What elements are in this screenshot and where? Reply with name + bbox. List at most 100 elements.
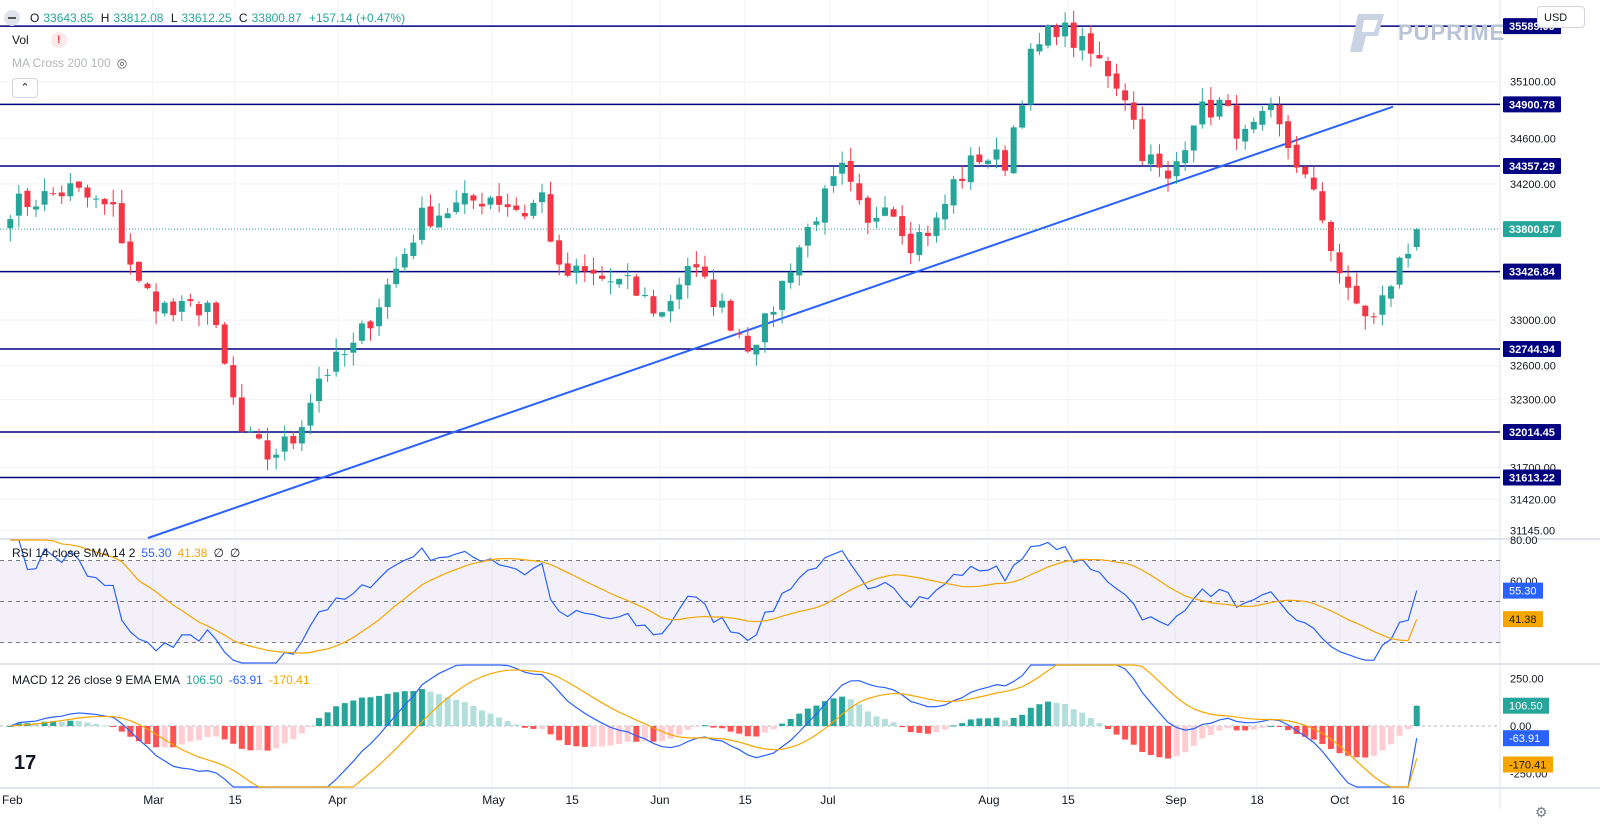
candle xyxy=(255,428,262,440)
candle xyxy=(513,197,520,212)
rsi-legend[interactable]: RSI 14 close SMA 14 2 55.30 41.38 ∅ ∅ xyxy=(12,546,240,560)
macd-signal-tag xyxy=(1503,756,1553,773)
candle xyxy=(727,299,734,332)
macd-hist-tag-label: 106.50 xyxy=(1509,701,1543,713)
macd-hist-bar xyxy=(50,721,57,726)
candle-body xyxy=(135,261,142,281)
candle-body xyxy=(58,192,65,197)
macd-hist-bar xyxy=(1002,720,1009,726)
candle-body xyxy=(684,266,691,286)
candle xyxy=(187,293,194,307)
candle-body xyxy=(1319,191,1326,221)
macd-hist-bar xyxy=(513,724,520,726)
macd-legend[interactable]: MACD 12 26 close 9 EMA EMA 106.50 -63.91… xyxy=(12,673,310,687)
candle-body xyxy=(1233,105,1240,139)
macd-hist-bar xyxy=(1276,726,1283,727)
tradingview-logo-icon[interactable]: 17 xyxy=(14,752,37,774)
vol-label: Vol xyxy=(12,33,29,47)
macd-hist-bar xyxy=(864,711,871,726)
time-tick-label: 15 xyxy=(1062,793,1076,807)
candle xyxy=(410,234,417,260)
candle xyxy=(1250,117,1257,134)
eye-hidden-icon[interactable]: ◎ xyxy=(116,56,128,70)
candle-body xyxy=(641,295,648,297)
ma-cross-label: MA Cross 200 100 xyxy=(12,56,111,70)
macd-hist-bar xyxy=(770,726,777,730)
candle xyxy=(1019,100,1026,129)
macd-hist-bar xyxy=(1250,726,1257,730)
settings-gear-icon[interactable]: ⚙ xyxy=(1535,804,1548,820)
time-tick-label: 15 xyxy=(739,793,753,807)
candle-body xyxy=(1096,55,1103,59)
candle xyxy=(599,265,606,281)
symbol-toggle-icon[interactable] xyxy=(4,10,20,26)
warning-icon[interactable]: ! xyxy=(50,32,67,48)
candle xyxy=(967,147,974,191)
candle xyxy=(238,383,245,433)
macd-hist-bar xyxy=(316,718,323,726)
macd-hist-bar xyxy=(727,726,734,732)
macd-hist-bar xyxy=(84,722,91,726)
macd-hist-bar xyxy=(959,723,966,726)
rsi-tag-label: 55.30 xyxy=(1509,586,1537,598)
macd-hist-bar xyxy=(1122,726,1129,740)
candle xyxy=(75,181,82,192)
candle-body xyxy=(787,272,794,283)
candle xyxy=(1147,144,1154,172)
macd-hist-bar xyxy=(1345,726,1352,756)
candle xyxy=(787,263,794,289)
candle xyxy=(496,183,503,213)
candle xyxy=(110,189,117,217)
macd-hist-bar xyxy=(393,692,400,726)
candle xyxy=(899,205,906,245)
candle xyxy=(564,252,571,278)
candle-body xyxy=(1036,44,1043,52)
macd-hist-bar xyxy=(504,721,511,726)
candle xyxy=(1225,94,1232,107)
candle-body xyxy=(864,197,871,223)
candle-body xyxy=(1276,104,1283,125)
candle-body xyxy=(264,440,271,460)
vol-legend[interactable]: Vol ! xyxy=(12,32,67,48)
candle-body xyxy=(556,240,563,265)
candle-body xyxy=(719,300,726,308)
candle-body xyxy=(238,397,245,432)
candle-body xyxy=(478,203,485,207)
level-tag xyxy=(1503,469,1561,486)
collapse-legend-button[interactable]: ⌃ xyxy=(12,78,38,98)
macd-hist-bar xyxy=(573,726,580,747)
candle xyxy=(93,195,100,208)
price-tick-label: 31145.00 xyxy=(1510,526,1555,538)
ma-legend[interactable]: MA Cross 200 100 ◎ xyxy=(12,56,127,70)
time-tick-label: 15 xyxy=(229,793,243,807)
candle-body xyxy=(1302,166,1309,175)
macd-hist-bar xyxy=(1216,726,1223,731)
candle xyxy=(221,322,228,365)
level-tag-label: 31613.22 xyxy=(1509,472,1555,484)
candle-body xyxy=(581,266,588,272)
candle-body xyxy=(170,301,177,316)
macd-hist-bar xyxy=(744,726,751,737)
macd-hist-bar xyxy=(1379,726,1386,751)
time-tick-label: Feb xyxy=(2,793,23,807)
candle-body xyxy=(761,313,768,343)
candle xyxy=(659,311,666,318)
candle-body xyxy=(882,207,889,216)
candle xyxy=(650,289,657,317)
macd-hist-bar xyxy=(298,726,305,734)
candle-body xyxy=(993,149,1000,160)
macd-signal-value: -170.41 xyxy=(268,673,310,687)
candle-body xyxy=(890,209,897,217)
candle xyxy=(118,190,125,244)
currency-select[interactable]: USD xyxy=(1537,6,1585,28)
candle-body xyxy=(1079,35,1086,51)
macd-hist-bar xyxy=(942,726,949,730)
candle xyxy=(230,356,237,405)
macd-hist-bar xyxy=(830,698,837,726)
macd-hist-bar xyxy=(976,718,983,726)
rsi-sma-line xyxy=(10,539,1418,654)
macd-hist-bar xyxy=(521,726,528,728)
macd-hist-bar xyxy=(924,726,931,734)
candle xyxy=(393,256,400,288)
